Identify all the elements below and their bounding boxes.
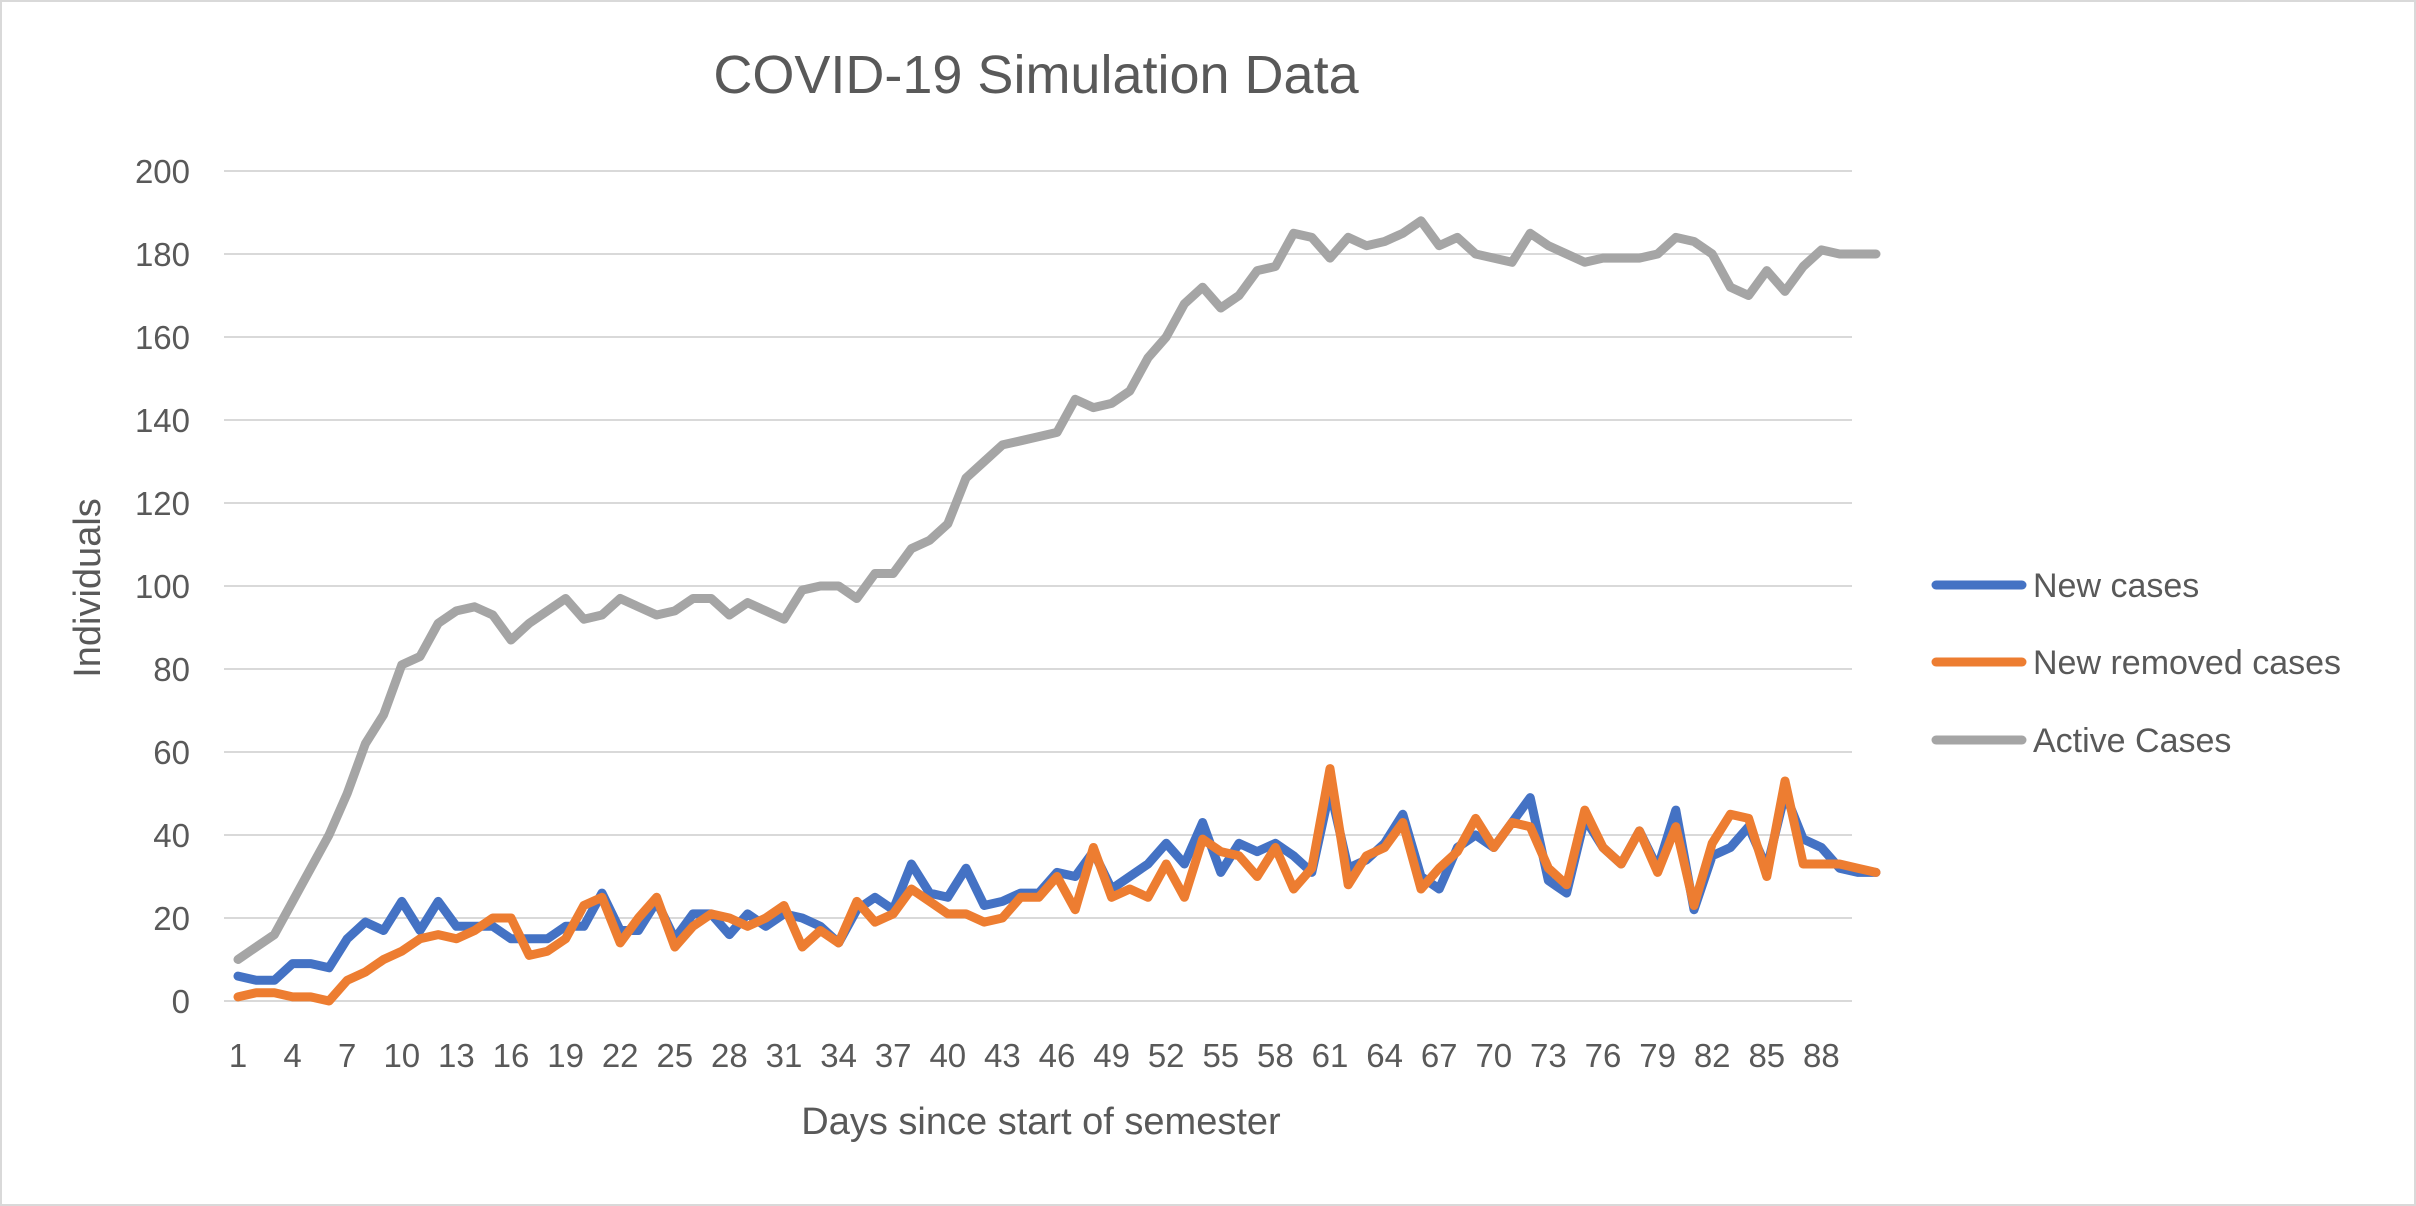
x-tick-label: 61	[1312, 1037, 1349, 1074]
x-tick-label: 70	[1475, 1037, 1512, 1074]
x-tick-label: 76	[1585, 1037, 1622, 1074]
y-tick-label: 160	[135, 319, 190, 356]
y-tick-label: 100	[135, 568, 190, 605]
x-axis-tick-labels: 1 4 7 10 13 16 19 22 25 28 31 34 37 40 43 46 49 52 55 58 61 6…	[229, 1037, 1840, 1074]
y-axis-tick-labels: 0 20 40 60 80 100 120 140 160 180 200	[135, 153, 190, 1020]
y-tick-label: 200	[135, 153, 190, 190]
x-tick-label: 7	[338, 1037, 356, 1074]
x-tick-label: 85	[1748, 1037, 1785, 1074]
x-tick-label: 1	[229, 1037, 247, 1074]
legend-label-new-removed-cases: New removed cases	[2033, 644, 2341, 682]
y-tick-label: 60	[153, 734, 190, 771]
x-tick-label: 55	[1202, 1037, 1239, 1074]
x-tick-label: 25	[656, 1037, 693, 1074]
x-tick-label: 22	[602, 1037, 639, 1074]
x-tick-label: 10	[383, 1037, 420, 1074]
y-tick-label: 140	[135, 402, 190, 439]
legend-label-active-cases: Active Cases	[2033, 722, 2231, 760]
x-tick-label: 58	[1257, 1037, 1294, 1074]
series-line-active-cases	[233, 216, 1881, 964]
x-tick-label: 4	[283, 1037, 301, 1074]
x-tick-label: 40	[929, 1037, 966, 1074]
x-tick-label: 16	[493, 1037, 530, 1074]
x-tick-label: 34	[820, 1037, 857, 1074]
legend: New cases New removed cases Active Cases	[1931, 567, 2341, 760]
x-tick-label: 79	[1639, 1037, 1676, 1074]
y-tick-label: 120	[135, 485, 190, 522]
series-lines	[233, 216, 1881, 1006]
y-tick-label: 20	[153, 900, 190, 937]
y-axis-title: Individuals	[67, 498, 109, 678]
x-tick-label: 13	[438, 1037, 475, 1074]
legend-label-new-cases: New cases	[2033, 567, 2199, 605]
chart-title: COVID-19 Simulation Data	[713, 45, 1359, 105]
x-tick-label: 37	[875, 1037, 912, 1074]
x-tick-label: 52	[1148, 1037, 1185, 1074]
x-tick-label: 73	[1530, 1037, 1567, 1074]
y-tick-label: 180	[135, 236, 190, 273]
series-line-new-removed-cases	[233, 764, 1881, 1006]
x-tick-label: 88	[1803, 1037, 1840, 1074]
x-tick-label: 49	[1093, 1037, 1130, 1074]
x-tick-label: 82	[1694, 1037, 1731, 1074]
y-tick-label: 40	[153, 817, 190, 854]
y-tick-label: 0	[172, 983, 190, 1020]
y-tick-label: 80	[153, 651, 190, 688]
x-tick-label: 67	[1421, 1037, 1458, 1074]
x-axis-title: Days since start of semester	[801, 1101, 1281, 1143]
x-tick-label: 19	[547, 1037, 584, 1074]
x-tick-label: 64	[1366, 1037, 1403, 1074]
x-tick-label: 28	[711, 1037, 748, 1074]
x-tick-label: 43	[984, 1037, 1021, 1074]
x-tick-label: 46	[1039, 1037, 1076, 1074]
x-tick-label: 31	[766, 1037, 803, 1074]
